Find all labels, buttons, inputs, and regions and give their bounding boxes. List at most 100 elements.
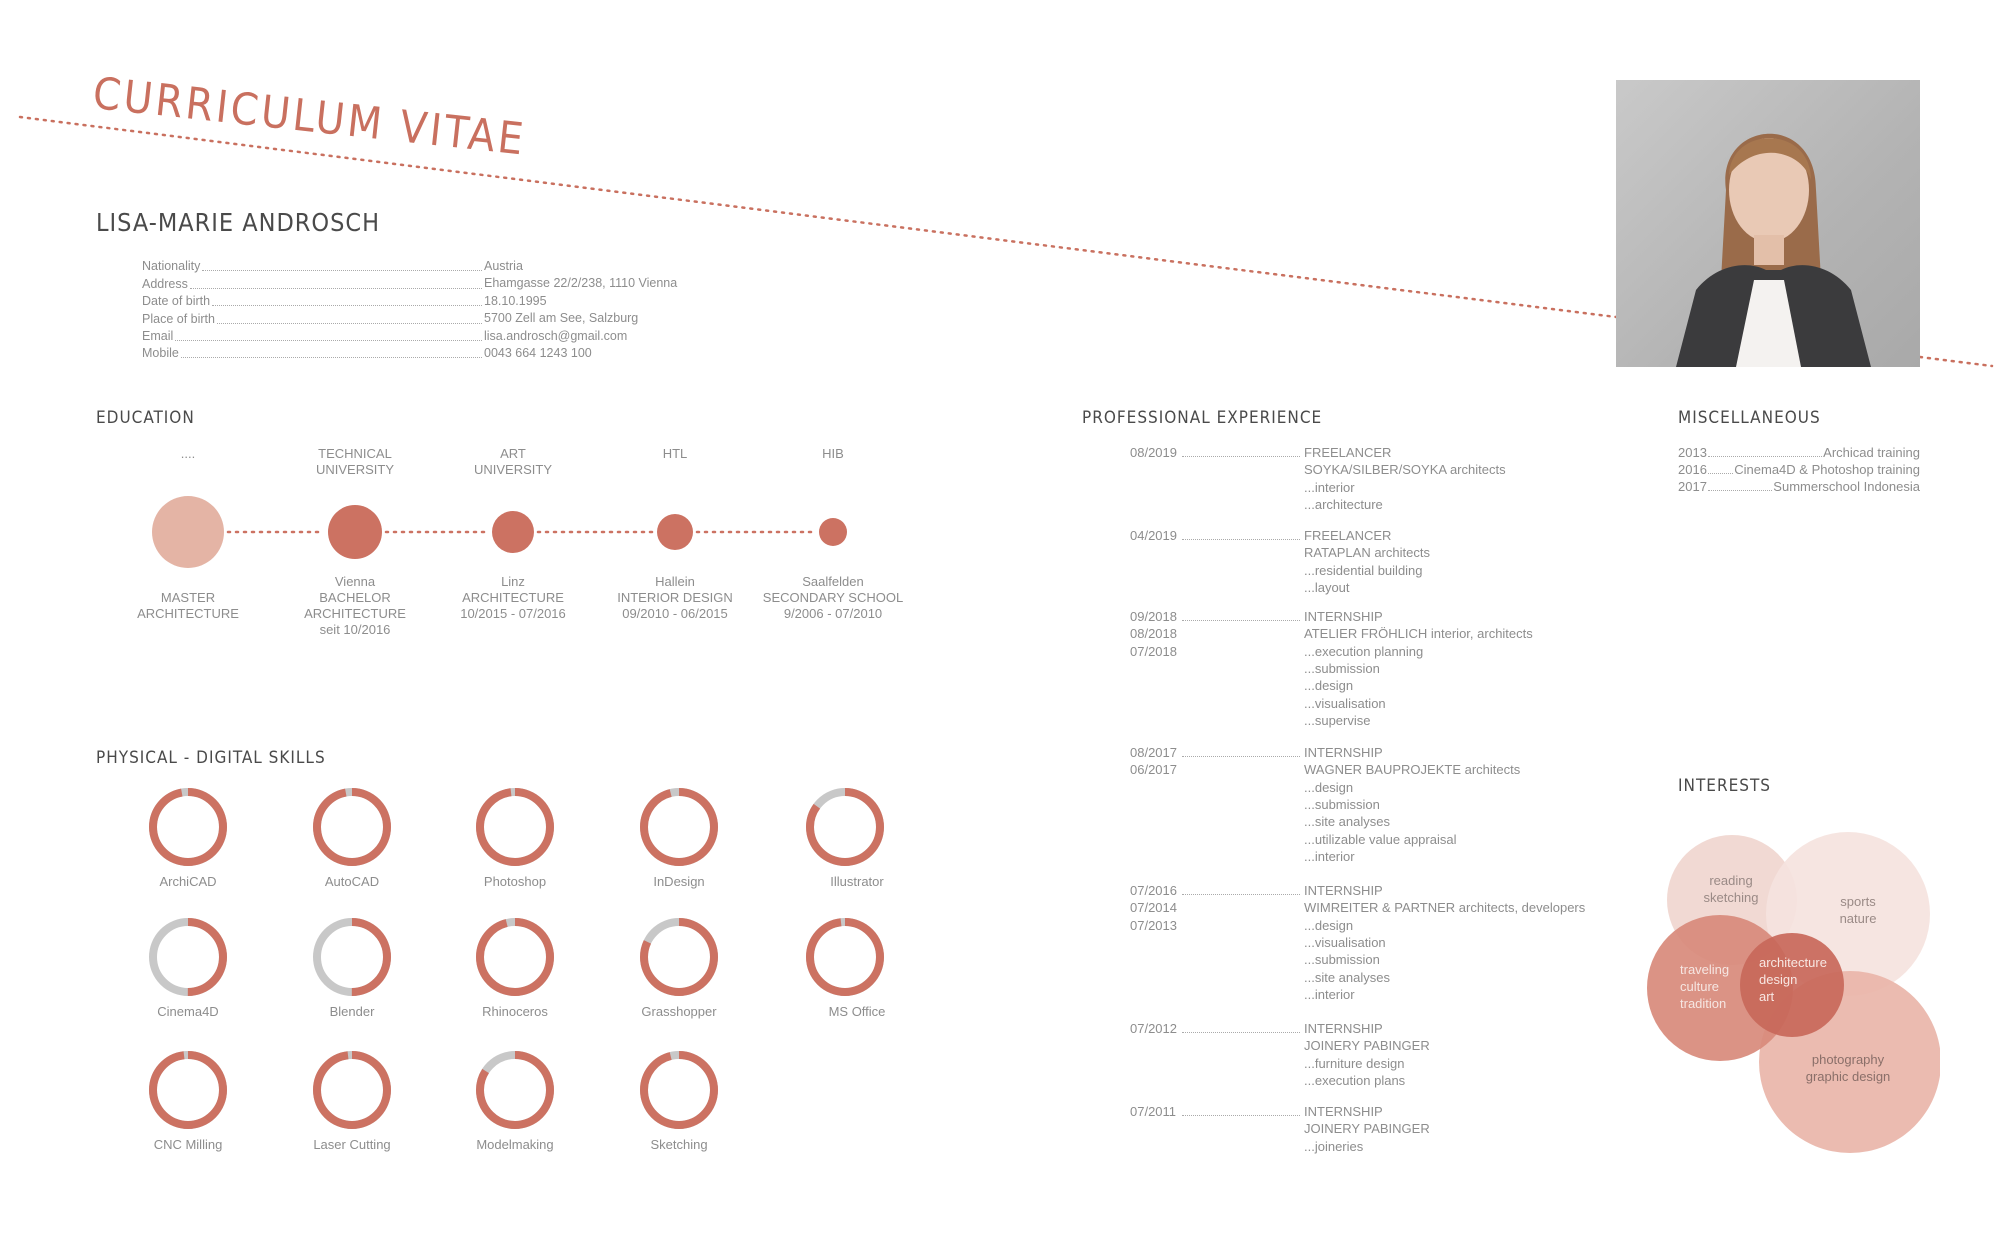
skill-ring <box>476 918 554 996</box>
interest-bubble <box>1740 933 1844 1037</box>
experience-line: INTERNSHIP <box>1304 745 1383 760</box>
misc-year: 2016 <box>1678 462 1707 477</box>
personal-label: Email <box>142 328 174 343</box>
skill-label: Laser Cutting <box>313 1137 391 1152</box>
skill-ring-fill <box>640 918 718 996</box>
education-bottom-line: Linz <box>501 574 525 589</box>
misc-list: 2013 Archicad training 2016 Cinema4D & Phot… <box>1678 444 1920 495</box>
personal-info: Nationality Austria Address Ehamgasse 22/2… <box>142 258 682 362</box>
skill-ring <box>640 918 718 996</box>
misc-row: 2016 Cinema4D & Photoshop training <box>1678 461 1920 478</box>
skill-label: ArchiCAD <box>159 874 217 889</box>
skill-ring <box>640 788 718 866</box>
skill-ring-fill <box>476 788 554 866</box>
experience-line: ...site analyses <box>1304 814 1390 830</box>
experience-list: 08/2019 FREELANCER SOYKA/SILBER/SOYKA arch… <box>1130 444 1600 1164</box>
misc-heading: MISCELLANEOUS <box>1678 408 1821 428</box>
education-top-line: TECHNICAL <box>318 446 392 461</box>
experience-line: ...supervise <box>1304 712 1371 728</box>
skills-rings <box>149 788 884 1129</box>
experience-date: 07/2018 <box>1130 643 1177 659</box>
interests-heading: INTERESTS <box>1678 776 1771 796</box>
experience-line: ...submission <box>1304 952 1380 968</box>
misc-text: Summerschool Indonesia <box>1773 479 1920 494</box>
interest-line: art <box>1759 989 1775 1004</box>
skill-label: AutoCAD <box>324 874 380 889</box>
experience-line: FREELANCER <box>1304 528 1392 543</box>
misc-row: 2013 Archicad training <box>1678 444 1920 461</box>
experience-date: 04/2019 <box>1130 528 1177 543</box>
experience-date: 08/2018 <box>1130 626 1177 642</box>
education-node <box>492 511 534 553</box>
skill-label: Cinema4D <box>157 1004 219 1019</box>
experience-line: ...architecture <box>1304 496 1383 512</box>
education-top-line: UNIVERSITY <box>473 462 552 477</box>
experience-line: ...layout <box>1304 579 1350 595</box>
experience-date: 08/2017 <box>1130 745 1177 760</box>
experience-line: ...submission <box>1304 660 1380 676</box>
experience-line: ...execution plans <box>1304 1072 1406 1088</box>
education-bottom-line: 09/2010 - 06/2015 <box>622 606 728 621</box>
personal-row: Nationality Austria <box>142 258 682 275</box>
experience-line: ...interior <box>1304 986 1355 1002</box>
interest-line: architecture <box>1759 955 1827 970</box>
experience-date: 07/2016 <box>1130 883 1177 898</box>
experience-line: ...joineries <box>1304 1138 1364 1154</box>
experience-date: 07/2011 <box>1130 1104 1177 1119</box>
experience-line: ATELIER FRÖHLICH interior, architects <box>1304 626 1533 642</box>
interest-line: photography <box>1811 1052 1885 1067</box>
experience-leader <box>1182 1032 1300 1033</box>
interest-label: reading sketching <box>1688 872 1774 906</box>
education-top-line: UNIVERSITY <box>315 462 394 477</box>
experience-leader <box>1182 456 1300 457</box>
experience-line: ...execution planning <box>1304 643 1424 659</box>
experience-line: RATAPLAN architects <box>1304 545 1430 561</box>
experience-line: INTERNSHIP <box>1304 1104 1383 1119</box>
personal-value: 18.10.1995 <box>484 293 547 308</box>
education-heading: EDUCATION <box>96 408 195 428</box>
skill-ring-fill <box>640 788 718 866</box>
profile-photo <box>1616 80 1920 367</box>
skill-ring-fill <box>149 918 227 996</box>
education-node <box>152 496 224 568</box>
interest-label: sports nature <box>1824 893 1892 927</box>
skill-ring-fill <box>806 918 884 996</box>
interest-line: sports <box>1840 894 1876 909</box>
education-bottom-line: 10/2015 - 07/2016 <box>460 606 566 621</box>
skill-ring-fill <box>806 788 884 866</box>
experience-line: JOINERY PABINGER <box>1304 1121 1430 1137</box>
experience-date: 07/2013 <box>1130 917 1177 933</box>
personal-value: 0043 664 1243 100 <box>484 345 592 360</box>
personal-row: Email lisa.androsch@gmail.com <box>142 328 682 345</box>
personal-row: Date of birth 18.10.1995 <box>142 293 682 310</box>
misc-year: 2017 <box>1678 479 1707 494</box>
skill-label: Photoshop <box>483 874 547 889</box>
experience-line: ...residential building <box>1304 562 1423 578</box>
experience-line: ...utilizable value appraisal <box>1304 831 1457 847</box>
skill-label: MS Office <box>828 1004 886 1019</box>
experience-line: INTERNSHIP <box>1304 1021 1383 1036</box>
skill-ring-fill <box>640 1051 718 1129</box>
experience-leader <box>1182 756 1300 757</box>
experience-line: INTERNSHIP <box>1304 609 1383 624</box>
skill-ring-fill <box>149 1051 227 1129</box>
interest-line: nature <box>1839 911 1877 926</box>
interest-line: traveling <box>1680 962 1730 977</box>
education-bottom-line: Hallein <box>655 574 695 589</box>
misc-year: 2013 <box>1678 445 1707 460</box>
education-top-line: HIB <box>822 446 844 461</box>
skill-ring <box>149 1051 227 1129</box>
experience-line: WIMREITER & PARTNER architects, develope… <box>1304 900 1586 916</box>
skill-ring <box>476 788 554 866</box>
experience-line: ...visualisation <box>1304 695 1386 711</box>
experience-line: ...design <box>1304 779 1354 795</box>
misc-text: Archicad training <box>1823 445 1920 460</box>
personal-label: Address <box>142 276 188 291</box>
skill-label: Blender <box>329 1004 375 1019</box>
skill-ring <box>149 788 227 866</box>
interest-line: reading <box>1709 873 1753 888</box>
experience-date: 06/2017 <box>1130 762 1177 778</box>
person-name: LISA-MARIE ANDROSCH <box>96 208 381 237</box>
education-top-line: .... <box>180 446 196 461</box>
education-bottom-line: Vienna <box>334 574 376 589</box>
